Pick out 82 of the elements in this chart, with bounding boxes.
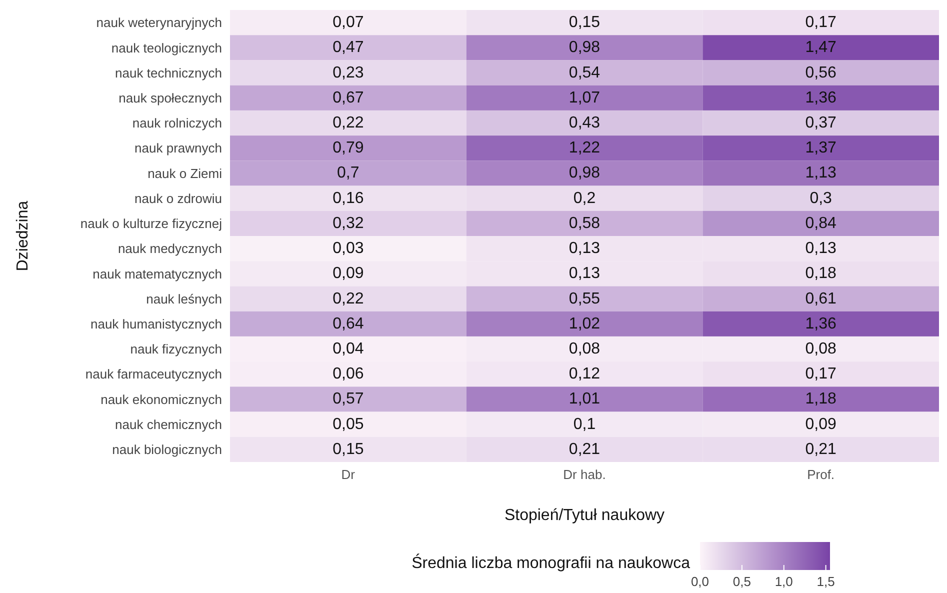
data-label: 0,16 xyxy=(332,190,364,207)
data-label: 0,1 xyxy=(573,416,596,433)
data-label: 0,2 xyxy=(573,190,596,207)
data-label: 0,08 xyxy=(568,340,600,358)
data-label: 1,37 xyxy=(805,140,837,157)
data-label: 0,67 xyxy=(332,89,364,106)
data-label: 0,64 xyxy=(332,315,364,332)
data-label: 1,07 xyxy=(568,89,600,106)
data-label: 0,98 xyxy=(568,164,600,182)
data-label: 0,3 xyxy=(810,190,832,207)
y-tick-label: nauk biologicznych xyxy=(112,442,222,458)
color-bar-label: 0,5 xyxy=(732,574,751,589)
color-bar-label: 0,0 xyxy=(690,574,710,589)
y-tick-label: nauk matematycznych xyxy=(92,266,222,282)
data-label: 0,12 xyxy=(568,366,600,383)
data-label: 0,09 xyxy=(332,265,364,282)
data-label: 1,18 xyxy=(805,390,837,408)
y-tick-label: nauk o zdrowiu xyxy=(134,190,222,206)
data-label: 0,57 xyxy=(332,390,364,408)
data-label: 0,07 xyxy=(332,14,364,32)
data-label: 0,54 xyxy=(568,64,600,82)
y-tick-label: nauk chemicznych xyxy=(115,416,222,432)
y-tick-label: nauk ekonomicznych xyxy=(100,392,222,407)
x-tick-label: Dr hab. xyxy=(563,467,606,482)
y-tick-label: nauk leśnych xyxy=(146,291,222,306)
data-label: 0,47 xyxy=(332,39,364,56)
y-tick-label: nauk teologicznych xyxy=(111,40,222,56)
data-label: 1,02 xyxy=(568,315,600,332)
data-label: 0,61 xyxy=(805,290,837,308)
data-label: 0,58 xyxy=(568,214,600,232)
data-label: 0,22 xyxy=(332,290,364,308)
data-label: 0,43 xyxy=(568,114,600,132)
data-label: 0,23 xyxy=(332,64,364,82)
y-tick-label: nauk medycznych xyxy=(118,241,222,256)
data-label: 0,13 xyxy=(568,240,600,258)
data-label: 0,21 xyxy=(568,440,600,458)
data-label: 1,13 xyxy=(805,164,837,182)
y-tick-label: nauk o kulturze fizycznej xyxy=(80,216,222,232)
data-label: 0,7 xyxy=(337,164,360,182)
x-axis-title: Stopień/Tytuł naukowy xyxy=(504,507,665,524)
data-label: 0,32 xyxy=(332,214,364,232)
data-label: 0,13 xyxy=(805,240,837,258)
y-tick-label: nauk technicznych xyxy=(115,65,222,80)
y-axis-title: Dziedzina xyxy=(14,200,32,272)
data-label: 1,36 xyxy=(805,89,837,106)
data-label: 0,15 xyxy=(568,14,600,32)
data-label: 0,98 xyxy=(568,39,600,56)
data-label: 0,21 xyxy=(805,440,837,458)
y-tick-label: nauk prawnych xyxy=(134,140,222,156)
color-bar-label: 1,0 xyxy=(774,574,793,589)
data-label: 0,17 xyxy=(805,14,837,32)
y-tick-label: nauk społecznych xyxy=(118,90,222,106)
data-label: 0,56 xyxy=(805,64,837,82)
color-bar-label: 1,5 xyxy=(816,574,835,589)
data-label: 0,22 xyxy=(332,114,364,132)
data-label: 0,84 xyxy=(805,214,837,232)
data-label: 0,13 xyxy=(568,265,600,282)
data-label: 0,37 xyxy=(805,114,837,132)
data-label: 1,22 xyxy=(568,140,600,157)
x-tick-label: Dr xyxy=(341,467,356,482)
y-tick-label: nauk humanistycznych xyxy=(90,316,222,332)
data-label: 0,03 xyxy=(332,240,364,258)
data-label: 1,36 xyxy=(805,315,837,332)
data-label: 0,55 xyxy=(568,290,600,308)
data-label: 0,17 xyxy=(805,366,837,383)
data-label: 0,79 xyxy=(332,140,364,157)
y-tick-label: nauk o Ziemi xyxy=(148,166,222,181)
data-label: 0,06 xyxy=(332,366,364,383)
y-tick-label: nauk weterynaryjnych xyxy=(96,15,222,30)
x-tick-label: Prof. xyxy=(807,467,835,482)
data-label: 0,15 xyxy=(332,440,364,458)
y-tick-label: nauk farmaceutycznych xyxy=(85,366,222,382)
data-label: 0,05 xyxy=(332,416,364,433)
y-tick-label: nauk rolniczych xyxy=(132,116,222,131)
data-label: 0,04 xyxy=(332,340,364,358)
color-bar-title: Średnia liczba monografii na naukowca xyxy=(412,553,690,572)
data-label: 0,18 xyxy=(805,265,837,282)
data-label: 0,09 xyxy=(805,416,837,433)
data-label: 1,01 xyxy=(568,390,600,408)
data-label: 0,08 xyxy=(805,340,837,358)
data-label: 1,47 xyxy=(805,39,837,56)
y-tick-label: nauk fizycznych xyxy=(130,342,222,357)
